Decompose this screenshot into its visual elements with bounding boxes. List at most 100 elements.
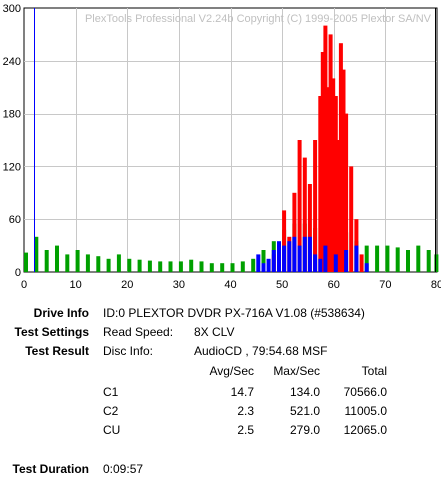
bar-c2-11 xyxy=(320,52,325,272)
bar-c1-38 xyxy=(416,245,421,272)
bar-c2-8 xyxy=(307,184,312,272)
read-speed-label: Read Speed: xyxy=(103,325,174,339)
col-header-total: Total xyxy=(361,364,387,378)
bar-c1-23 xyxy=(261,250,266,272)
drive-info-label: Drive Info xyxy=(33,306,89,320)
bar-cu-13 xyxy=(323,245,328,272)
x-tick-label-0: 0 xyxy=(21,279,27,291)
bar-cu-9 xyxy=(302,236,307,272)
bar-c1-9 xyxy=(116,254,121,272)
series-layer xyxy=(24,25,439,273)
bar-c2-10 xyxy=(318,96,323,272)
bar-cu-0 xyxy=(256,254,261,272)
bar-cu-3 xyxy=(271,250,276,272)
x-tick-label-10: 10 xyxy=(69,279,81,291)
bar-cu-12 xyxy=(318,258,323,272)
bar-c2-6 xyxy=(297,140,302,272)
bar-c1-2 xyxy=(44,250,49,272)
y-tick-label-240: 240 xyxy=(3,56,21,68)
bar-c2-19 xyxy=(341,69,346,272)
marker-layer xyxy=(34,8,436,272)
bar-c2-20 xyxy=(344,113,349,272)
bar-c1-40 xyxy=(434,254,439,272)
bar-c1-36 xyxy=(395,247,400,272)
bar-cu-5 xyxy=(282,245,287,272)
bar-c1-34 xyxy=(375,245,380,272)
bar-cu-17 xyxy=(364,263,369,272)
bar-c1-33 xyxy=(364,245,369,272)
bar-c2-13 xyxy=(326,87,330,272)
bar-c1-11 xyxy=(137,259,142,272)
error-chart: PlexTools Professional V2.24b Copyright … xyxy=(3,3,441,291)
bar-c1-8 xyxy=(106,258,111,272)
bar-c2-23 xyxy=(359,254,364,272)
disc-info-label-text: Disc Info: xyxy=(103,344,154,358)
row-c1-max: 134.0 xyxy=(289,385,320,399)
bar-cu-11 xyxy=(313,254,318,272)
bar-cu-1 xyxy=(261,263,266,272)
bar-c2-17 xyxy=(336,140,341,272)
bar-c1-35 xyxy=(385,245,390,272)
row-name-c1: C1 xyxy=(103,385,119,399)
bar-c1-10 xyxy=(127,258,132,272)
bar-c2-18 xyxy=(338,43,343,273)
bar-cu-10 xyxy=(307,236,312,272)
bar-c2-14 xyxy=(328,34,333,273)
bar-cu-8 xyxy=(297,245,302,272)
read-speed-value: 8X CLV xyxy=(194,325,235,339)
bar-c2-9 xyxy=(313,140,318,272)
y-tick-label-0: 0 xyxy=(15,267,21,279)
bar-c2-16 xyxy=(333,96,338,272)
bar-cu-16 xyxy=(354,245,359,272)
bar-cu-4 xyxy=(277,241,281,272)
bar-c1-37 xyxy=(406,250,410,272)
bar-c2-5 xyxy=(292,192,297,272)
bar-c1-13 xyxy=(158,261,163,272)
chart-watermark: PlexTools Professional V2.24b Copyright … xyxy=(85,13,432,25)
bar-cu-15 xyxy=(344,250,349,272)
test-result-label: Test Result xyxy=(25,344,89,358)
plot-area xyxy=(23,7,438,273)
x-tick-label-80: 80 xyxy=(431,279,441,291)
bar-c1-18 xyxy=(209,263,214,272)
row-c1-avg: 14.7 xyxy=(230,385,254,399)
y-tick-label-120: 120 xyxy=(3,161,21,173)
disc-info-value: AudioCD , 79:54.68 MSF xyxy=(194,344,328,358)
x-tick-label-70: 70 xyxy=(379,279,391,291)
bar-c1-39 xyxy=(426,250,431,272)
test-settings-label: Test Settings xyxy=(14,325,89,339)
x-axis-ticks: 0 10 20 30 40 50 60 70 80 xyxy=(21,279,441,291)
bar-c1-12 xyxy=(147,260,152,272)
bar-c1-16 xyxy=(189,259,194,272)
bar-c1-0 xyxy=(24,252,28,272)
series-cu xyxy=(256,236,369,272)
bar-cu-14 xyxy=(333,254,338,272)
row-name-c2: C2 xyxy=(103,404,119,418)
bar-cu-2 xyxy=(266,258,271,272)
test-duration-label: Test Duration xyxy=(12,462,89,476)
x-tick-label-30: 30 xyxy=(173,279,185,291)
row-c2-avg: 2.3 xyxy=(237,404,254,418)
bar-c1-17 xyxy=(199,261,204,272)
row-cu-avg: 2.5 xyxy=(237,423,254,437)
bar-c2-15 xyxy=(331,78,336,273)
y-tick-label-60: 60 xyxy=(9,214,21,226)
y-axis-ticks: 0 60 120 180 240 300 xyxy=(3,3,21,279)
row-name-cu: CU xyxy=(103,423,121,437)
y-tick-label-180: 180 xyxy=(3,109,21,121)
x-tick-label-20: 20 xyxy=(121,279,133,291)
y-tick-label-300: 300 xyxy=(3,3,21,15)
bar-c2-7 xyxy=(302,157,307,272)
bar-c1-19 xyxy=(220,263,225,272)
x-tick-label-50: 50 xyxy=(276,279,288,291)
bar-c2-21 xyxy=(349,166,354,272)
col-header-avg: Avg/Sec xyxy=(209,364,254,378)
bar-cu-6 xyxy=(287,241,292,272)
x-tick-label-40: 40 xyxy=(224,279,236,291)
row-c2-total: 11005.0 xyxy=(344,404,388,418)
bar-c1-6 xyxy=(85,254,90,272)
row-cu-max: 279.0 xyxy=(289,423,320,437)
bar-cu-7 xyxy=(292,236,297,272)
bar-c1-21 xyxy=(240,261,245,272)
row-c1-total: 70566.0 xyxy=(343,385,387,399)
